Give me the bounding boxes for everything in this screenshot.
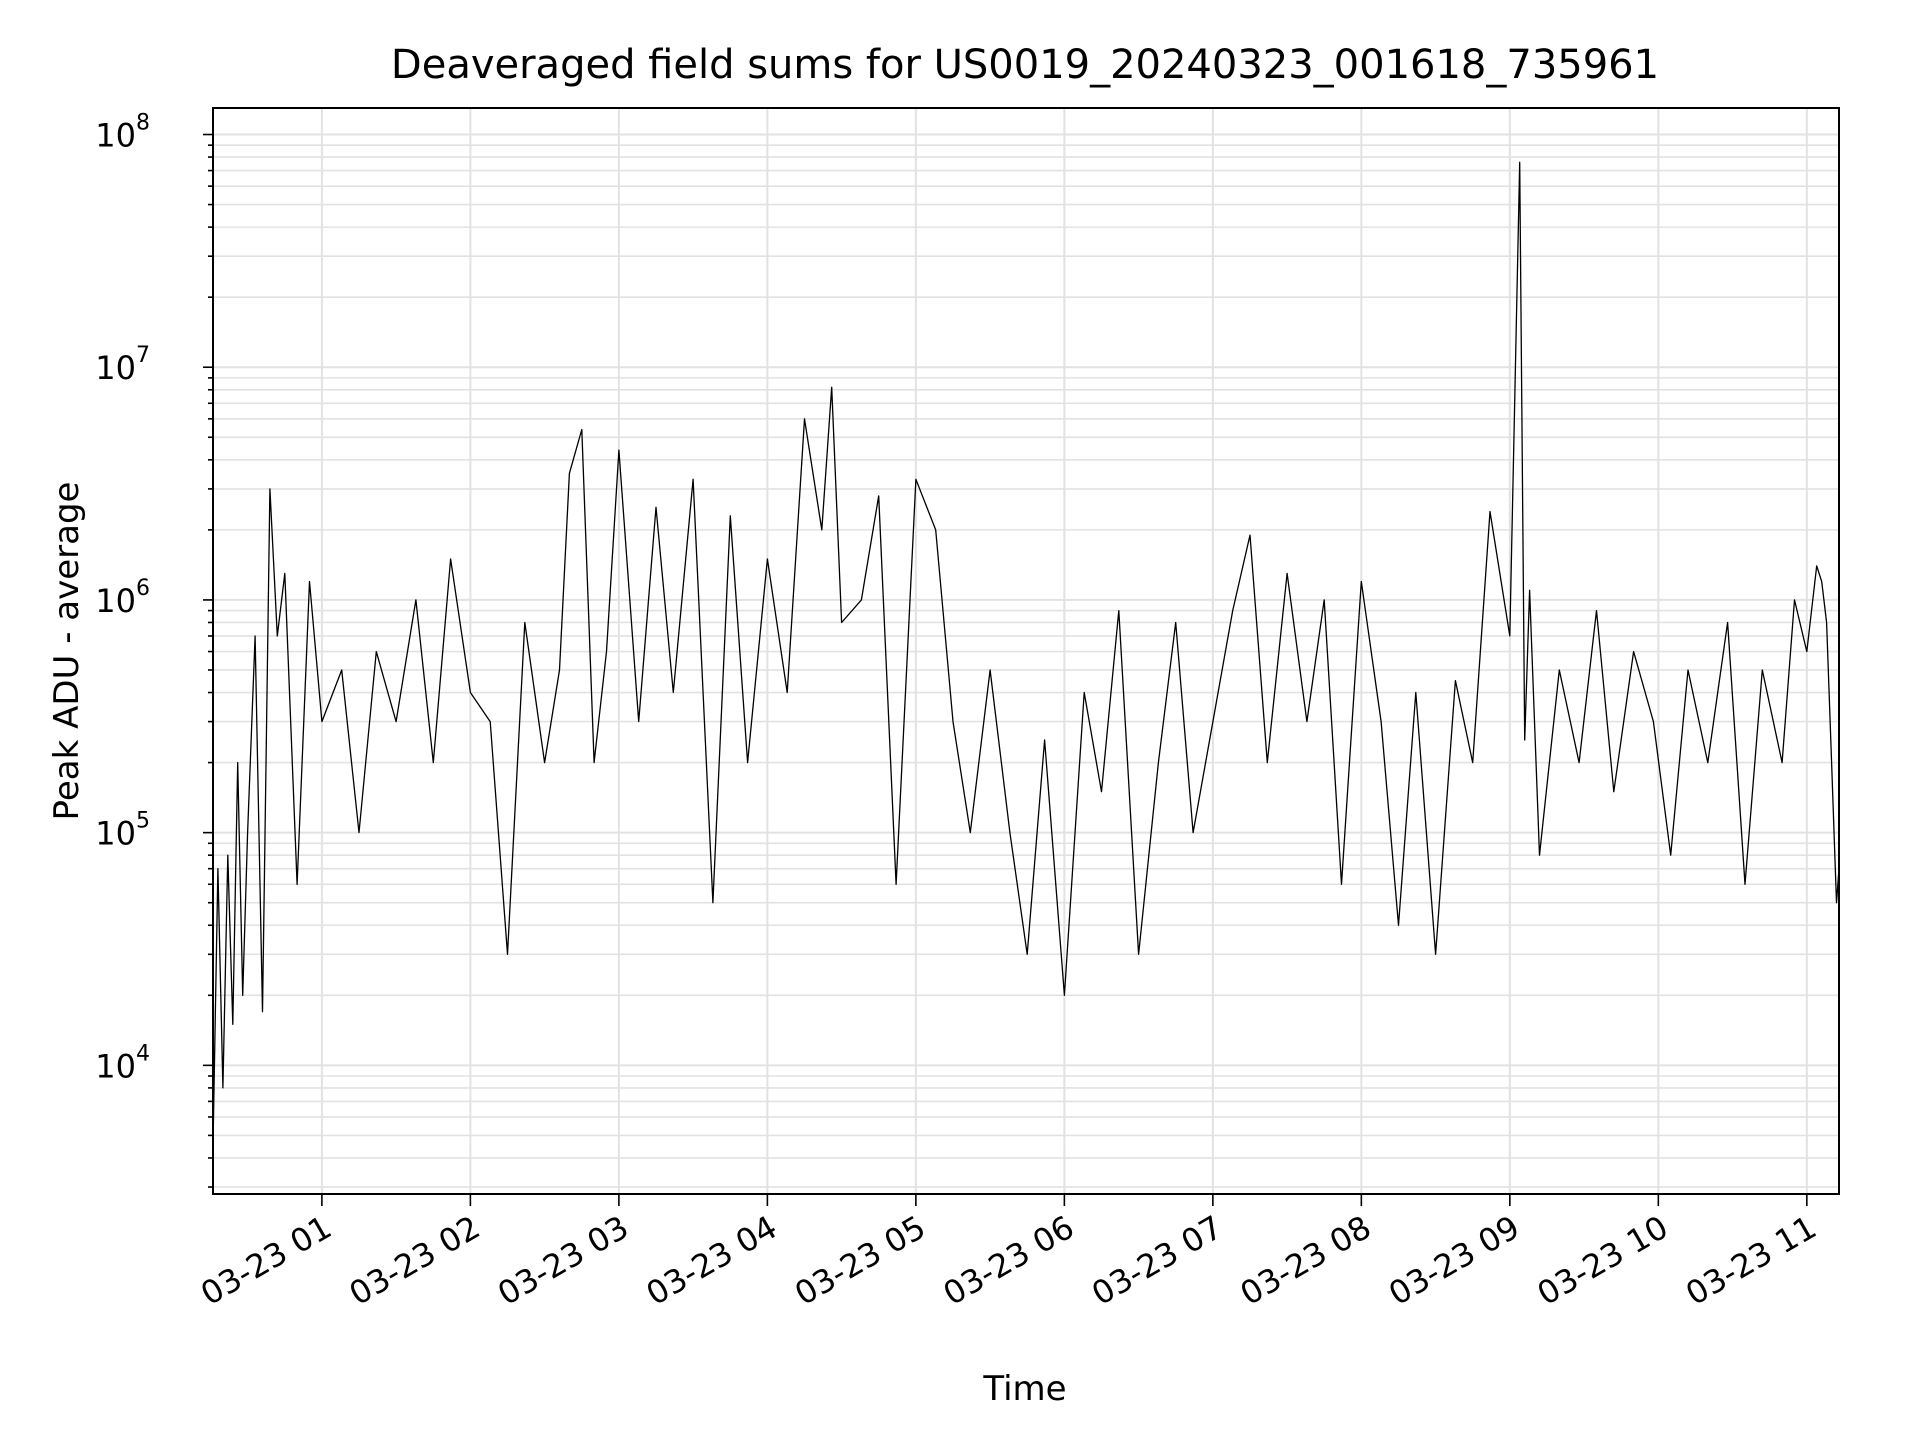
x-tick-label: 03-23 09: [1382, 1208, 1526, 1313]
x-tick-label: 03-23 05: [788, 1208, 932, 1313]
x-tick-label: 03-23 02: [343, 1208, 487, 1313]
x-tick-label: 03-23 03: [491, 1208, 635, 1313]
x-tick-label: 03-23 01: [194, 1208, 338, 1313]
x-tick-label: 03-23 07: [1085, 1208, 1229, 1313]
y-tick-label: 108: [95, 111, 150, 155]
y-tick-label: 107: [95, 343, 150, 387]
y-axis: 104 106 107 108 105: [95, 111, 213, 1188]
x-tick-label: 03-23 04: [640, 1208, 784, 1313]
x-tick-label: 03-23 11: [1679, 1208, 1823, 1313]
y-tick-label: 106: [95, 576, 150, 620]
gridlines: [213, 108, 1839, 1194]
y-tick-label: 105: [95, 809, 150, 853]
y-tick-label: 104: [95, 1041, 150, 1085]
series-line: [212, 161, 1840, 1147]
x-tick-label: 03-23 06: [937, 1208, 1081, 1313]
x-axis: 03-23 01 03-23 02 03-23 03 03-23 04 03-23 05…: [194, 1194, 1823, 1313]
y-axis-label: Peak ADU - average: [47, 482, 87, 821]
chart-title: Deaveraged field sums for US0019_2024032…: [391, 42, 1659, 88]
x-axis-label: Time: [982, 1369, 1066, 1409]
x-tick-label: 03-23 08: [1234, 1208, 1378, 1313]
x-tick-label: 03-23 10: [1531, 1208, 1675, 1313]
